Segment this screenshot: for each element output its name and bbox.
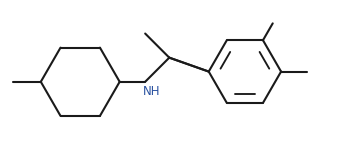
Text: NH: NH	[143, 86, 160, 98]
